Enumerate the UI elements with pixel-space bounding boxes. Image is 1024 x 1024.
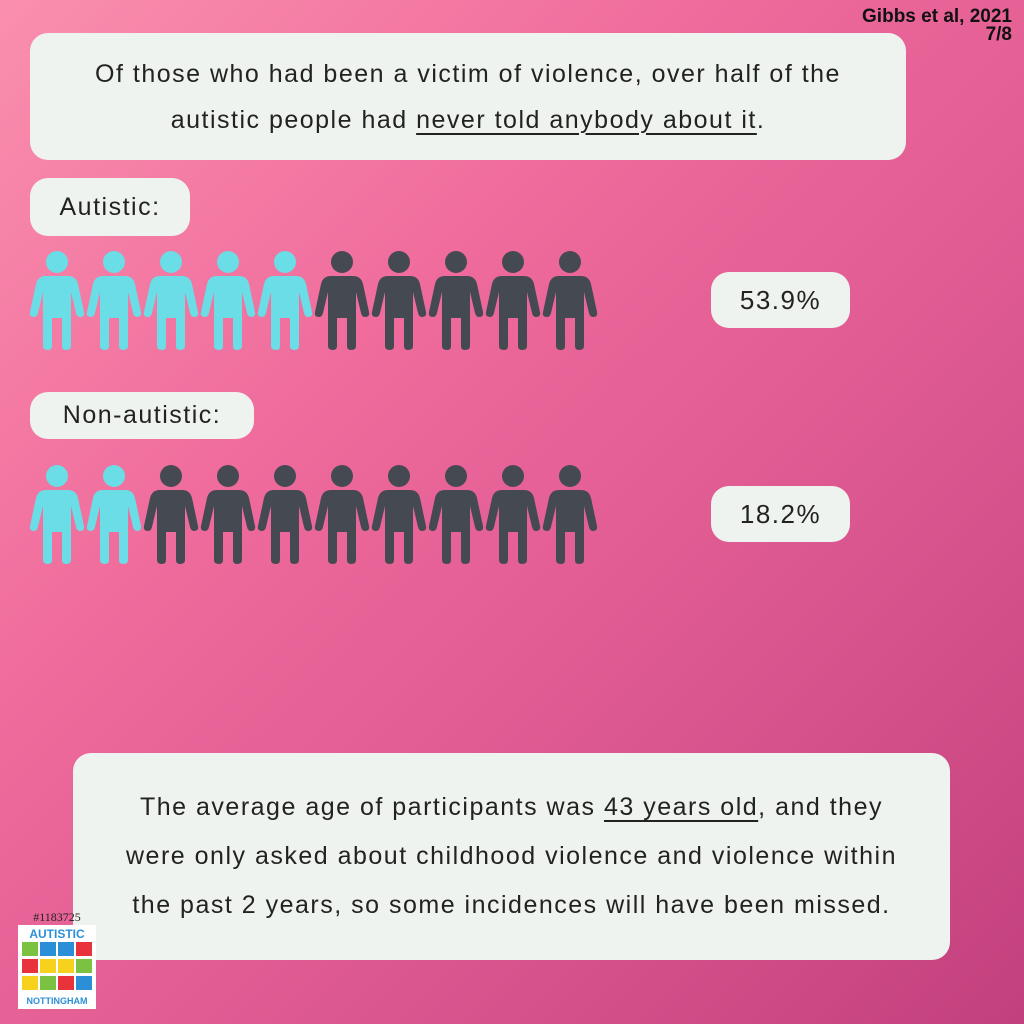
- person-icon: [257, 465, 313, 564]
- person-icon: [542, 251, 598, 350]
- intro-text: Of those who had been a victim of violen…: [60, 51, 876, 143]
- person-icon: [86, 251, 142, 350]
- person-icon: [428, 465, 484, 564]
- underlined-text: 43 years old: [603, 793, 759, 821]
- logo-id: #1183725: [33, 910, 81, 924]
- person-icon: [485, 251, 541, 350]
- person-icon: [257, 251, 313, 350]
- person-icon: [542, 465, 598, 564]
- underlined-text: never told anybody about it: [416, 105, 757, 134]
- person-icon: [314, 251, 370, 350]
- person-icon: [29, 465, 85, 564]
- person-icon: [200, 465, 256, 564]
- person-icon: [371, 465, 427, 564]
- person-icon: [143, 465, 199, 564]
- text: The average age of participants was: [140, 793, 604, 821]
- text: .: [756, 105, 766, 134]
- person-icon: [428, 251, 484, 350]
- page-number: 7/8: [985, 24, 1012, 45]
- pictograph: [29, 251, 598, 350]
- person-icon: [371, 251, 427, 350]
- logo: #1183725 AUTISTIC NOTTINGHAM: [18, 910, 96, 1009]
- citation: Gibbs et al, 2021: [862, 6, 1012, 27]
- value-label: 53.9%: [711, 272, 850, 328]
- pictograph: [29, 465, 598, 564]
- person-icon: [200, 251, 256, 350]
- intro-box: Of those who had been a victim of violen…: [30, 33, 906, 160]
- person-icon: [485, 465, 541, 564]
- source: Gibbs et al, 2021 7/8: [862, 6, 1012, 45]
- person-icon: [143, 251, 199, 350]
- text: , and they were only asked about childho…: [126, 793, 897, 919]
- group-label: Autistic:: [30, 178, 190, 236]
- footer-box: The average age of participants was 43 y…: [73, 753, 950, 960]
- person-icon: [29, 251, 85, 350]
- logo-top: AUTISTIC: [29, 927, 85, 941]
- text: Of those who had been a victim of violen…: [95, 59, 841, 134]
- group-label: Non-autistic:: [30, 392, 254, 439]
- footer-text: The average age of participants was 43 y…: [113, 783, 910, 930]
- value-label: 18.2%: [711, 486, 850, 542]
- person-icon: [314, 465, 370, 564]
- logo-bottom: NOTTINGHAM: [26, 996, 88, 1006]
- logo-grid: [22, 942, 92, 990]
- person-icon: [86, 465, 142, 564]
